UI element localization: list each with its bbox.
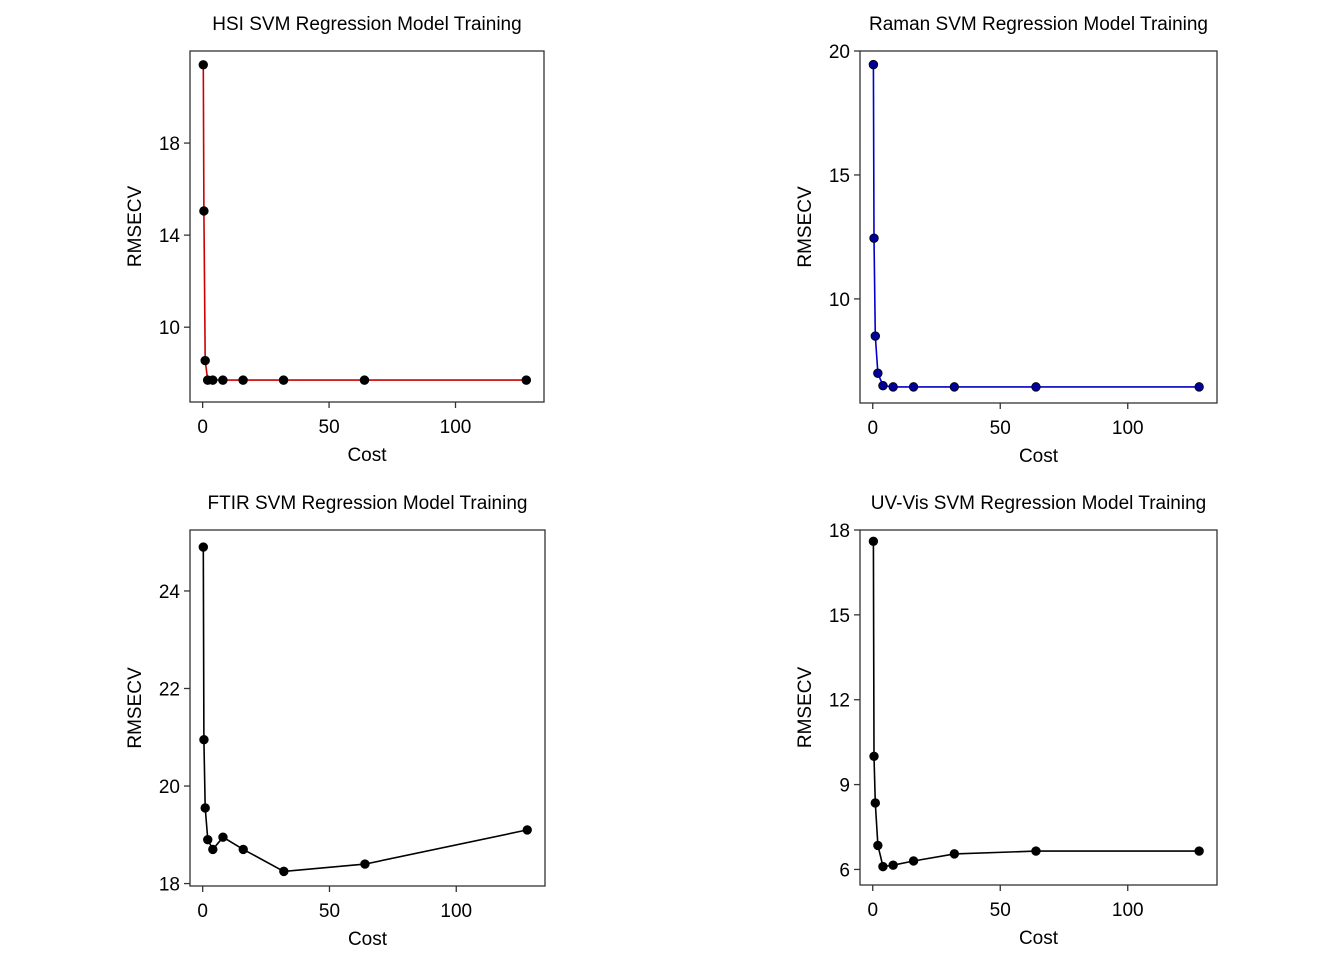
y-tick-label: 12 [829, 691, 850, 712]
data-point [1031, 846, 1041, 856]
data-point [888, 382, 898, 392]
x-axis-label: Cost [347, 445, 387, 466]
data-point [238, 844, 248, 855]
data-point [873, 368, 883, 378]
plot-frame [189, 50, 545, 403]
data-point [521, 375, 532, 385]
y-tick-label: 15 [829, 166, 850, 187]
x-tick-label: 50 [990, 900, 1011, 921]
chart-panel-3: FTIR SVM Regression Model Training 0 50 100… [125, 493, 546, 950]
data-point [868, 536, 879, 547]
y-tick-label: 20 [829, 42, 850, 63]
plot-frame [189, 529, 546, 887]
data-point [208, 375, 218, 385]
chart-title: HSI SVM Regression Model Training [212, 14, 521, 35]
chart-panel-4: UV-Vis SVM Regression Model Training 0 50 1… [795, 493, 1218, 949]
y-tick-label: 10 [829, 290, 850, 311]
x-axis-label: Cost [1019, 446, 1059, 467]
y-axis-label: RMSECV [125, 667, 146, 749]
data-point [870, 331, 881, 341]
chart-panel-2: Raman SVM Regression Model Training 0 50 10… [795, 14, 1218, 467]
plot-frame [859, 50, 1218, 404]
x-tick-label: 100 [440, 901, 472, 922]
data-point [888, 860, 898, 870]
plot-frame [859, 529, 1218, 886]
y-tick-label: 15 [829, 606, 850, 627]
y-axis-label: RMSECV [125, 186, 146, 268]
series-line [872, 541, 1200, 868]
data-point [360, 859, 370, 869]
data-point [878, 380, 888, 391]
y-tick-label: 18 [159, 875, 180, 896]
data-point [908, 856, 919, 866]
data-point [949, 849, 960, 859]
y-tick-label: 24 [159, 582, 181, 603]
data-point [870, 798, 881, 808]
data-point [199, 734, 209, 745]
y-axis-label: RMSECV [795, 667, 816, 749]
y-tick-label: 14 [159, 226, 181, 247]
data-point [218, 832, 228, 842]
data-point [200, 803, 210, 813]
data-point [949, 382, 960, 392]
data-point [200, 355, 210, 366]
data-point [278, 375, 289, 385]
data-point [198, 542, 209, 552]
data-point [199, 206, 209, 216]
data-point [279, 866, 289, 877]
data-point [878, 861, 888, 872]
x-tick-label: 50 [990, 418, 1011, 439]
data-point [203, 834, 213, 845]
data-point [359, 375, 370, 385]
x-tick-label: 0 [197, 901, 208, 922]
data-point [873, 840, 883, 851]
y-tick-label: 18 [159, 134, 180, 155]
y-tick-label: 9 [839, 776, 850, 797]
x-tick-label: 50 [319, 417, 340, 438]
y-axis-label: RMSECV [795, 186, 816, 268]
chart-title: FTIR SVM Regression Model Training [208, 493, 528, 514]
data-point [218, 375, 228, 385]
data-point [868, 59, 879, 70]
y-tick-label: 18 [829, 521, 850, 542]
data-point [1031, 382, 1041, 392]
series-line [872, 64, 1200, 388]
x-axis-label: Cost [348, 929, 388, 950]
x-tick-label: 100 [1112, 900, 1144, 921]
chart-panel-1: HSI SVM Regression Model Training 0 50 100 1… [125, 14, 545, 466]
data-point [1194, 846, 1204, 856]
data-point [238, 375, 248, 385]
y-tick-label: 22 [159, 679, 180, 700]
x-tick-label: 100 [440, 417, 472, 438]
series-line [202, 547, 528, 873]
data-point [908, 382, 919, 392]
data-point [522, 825, 532, 835]
y-tick-label: 6 [839, 860, 850, 881]
chart-title: UV-Vis SVM Regression Model Training [871, 493, 1206, 514]
chart-title: Raman SVM Regression Model Training [869, 14, 1208, 35]
data-point [208, 844, 218, 855]
x-tick-label: 50 [319, 901, 340, 922]
data-point [869, 233, 879, 243]
y-tick-label: 20 [159, 777, 180, 798]
data-point [869, 751, 879, 761]
x-tick-label: 0 [867, 418, 878, 439]
x-tick-label: 0 [867, 900, 878, 921]
y-tick-label: 10 [159, 318, 180, 339]
series-line [202, 64, 527, 381]
data-point [198, 60, 208, 70]
data-point [1194, 382, 1204, 392]
x-tick-label: 100 [1112, 418, 1144, 439]
x-tick-label: 0 [197, 417, 208, 438]
x-axis-label: Cost [1019, 928, 1059, 949]
